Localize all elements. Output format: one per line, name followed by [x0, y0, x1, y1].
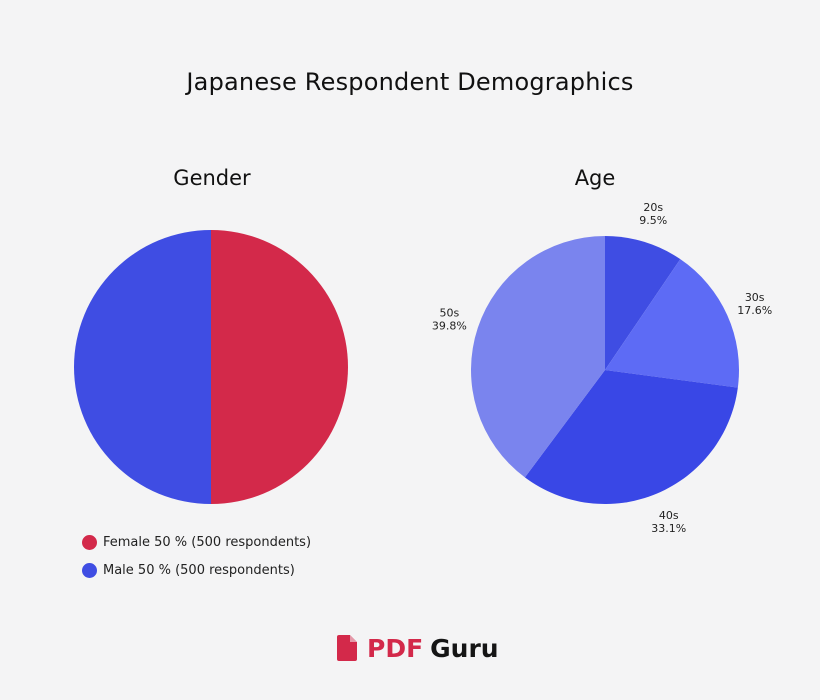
legend-item-male[interactable]: Male 50 % (500 respondents) [82, 556, 311, 584]
pie-slice-female[interactable] [211, 230, 348, 504]
legend-label-male: Male 50 % (500 respondents) [103, 562, 295, 578]
pdf-guru-logo: PDF Guru [337, 632, 499, 664]
logo-guru-text: Guru [430, 633, 499, 663]
logo-pdf-text: PDF [367, 633, 424, 663]
slice-label-50s-category: 50s [439, 306, 459, 319]
gender-legend: Female 50 % (500 respondents) Male 50 % … [82, 528, 311, 584]
pie-slice-30s[interactable] [605, 259, 739, 388]
slice-label-40s-value: 33.1% [651, 522, 686, 535]
legend-label-female: Female 50 % (500 respondents) [103, 534, 312, 550]
legend-swatch-female [82, 534, 97, 550]
pie-slice-50s[interactable] [470, 236, 605, 478]
gender-pie [74, 230, 348, 504]
age-chart-title: Age [574, 166, 616, 190]
slice-label-20s-category: 20s [643, 201, 663, 214]
pie-slice-40s[interactable] [524, 370, 738, 504]
document-icon [337, 635, 357, 661]
legend-swatch-male [82, 562, 97, 578]
pie-slice-male[interactable] [74, 230, 211, 504]
slice-label-30s-value: 17.6% [737, 304, 772, 317]
chart-title: Japanese Respondent Demographics [186, 68, 634, 96]
slice-label-50s-value: 39.8% [432, 319, 467, 332]
slice-label-40s-category: 40s [659, 509, 679, 522]
legend-item-female[interactable]: Female 50 % (500 respondents) [82, 528, 311, 556]
pie-slice-20s[interactable] [605, 236, 681, 370]
gender-chart-title: Gender [173, 166, 251, 190]
slice-label-30s-category: 30s [745, 291, 765, 304]
slice-label-20s-value: 9.5% [639, 214, 667, 227]
